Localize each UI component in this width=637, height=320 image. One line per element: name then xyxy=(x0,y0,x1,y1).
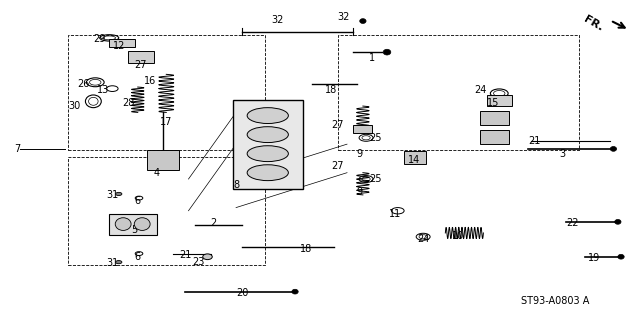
Text: 18: 18 xyxy=(325,85,338,95)
Text: 25: 25 xyxy=(369,174,382,184)
Text: 1: 1 xyxy=(369,53,375,63)
Ellipse shape xyxy=(292,289,298,294)
Text: 12: 12 xyxy=(113,41,125,51)
Text: 10: 10 xyxy=(452,231,464,241)
Ellipse shape xyxy=(247,127,289,142)
Text: 28: 28 xyxy=(122,98,134,108)
Text: 7: 7 xyxy=(14,144,20,154)
Ellipse shape xyxy=(247,165,289,180)
Bar xyxy=(487,95,512,106)
Text: 19: 19 xyxy=(588,253,601,263)
Text: 9: 9 xyxy=(357,149,363,159)
Bar xyxy=(480,111,509,125)
Bar xyxy=(404,151,426,164)
Text: 18: 18 xyxy=(299,244,312,254)
Ellipse shape xyxy=(615,220,621,224)
Text: 15: 15 xyxy=(487,98,499,108)
Text: 11: 11 xyxy=(389,209,401,219)
Ellipse shape xyxy=(360,19,366,23)
Bar xyxy=(128,51,154,63)
Text: 21: 21 xyxy=(179,250,192,260)
Bar xyxy=(480,130,509,144)
Ellipse shape xyxy=(115,192,122,196)
Text: 25: 25 xyxy=(369,133,382,143)
Text: 5: 5 xyxy=(131,225,138,235)
Ellipse shape xyxy=(115,218,131,230)
Text: 32: 32 xyxy=(338,12,350,22)
Text: ST93-A0803 A: ST93-A0803 A xyxy=(522,296,590,306)
Text: 21: 21 xyxy=(528,136,540,146)
Text: 4: 4 xyxy=(154,168,160,178)
Text: 27: 27 xyxy=(331,120,344,130)
Text: 23: 23 xyxy=(192,257,204,267)
Text: 29: 29 xyxy=(94,35,106,44)
Text: 22: 22 xyxy=(566,219,578,228)
Text: FR.: FR. xyxy=(582,14,605,33)
Ellipse shape xyxy=(383,49,391,55)
Text: 6: 6 xyxy=(134,196,141,206)
Ellipse shape xyxy=(203,254,212,260)
Text: 27: 27 xyxy=(134,60,147,70)
Text: 9: 9 xyxy=(357,187,363,197)
Ellipse shape xyxy=(247,146,289,162)
Text: 6: 6 xyxy=(134,252,141,262)
Bar xyxy=(109,39,134,47)
Ellipse shape xyxy=(610,147,617,151)
Text: 30: 30 xyxy=(68,101,80,111)
Text: 3: 3 xyxy=(560,149,566,159)
Text: 14: 14 xyxy=(408,155,420,165)
Text: 17: 17 xyxy=(160,117,173,127)
Bar xyxy=(233,100,303,188)
Ellipse shape xyxy=(247,108,289,124)
Ellipse shape xyxy=(618,254,624,259)
Text: 8: 8 xyxy=(233,180,239,190)
Bar xyxy=(354,125,373,133)
Ellipse shape xyxy=(134,218,150,230)
Bar xyxy=(338,35,578,150)
Text: 26: 26 xyxy=(78,79,90,89)
Bar xyxy=(109,214,157,235)
Text: 24: 24 xyxy=(474,85,487,95)
Text: 32: 32 xyxy=(271,15,283,25)
Text: 24: 24 xyxy=(417,234,429,244)
Bar xyxy=(68,35,264,150)
Text: 31: 31 xyxy=(106,190,118,200)
Text: 27: 27 xyxy=(331,161,344,171)
Text: 20: 20 xyxy=(236,288,248,298)
Text: 2: 2 xyxy=(211,219,217,228)
Bar xyxy=(147,150,179,170)
Ellipse shape xyxy=(115,260,122,264)
Text: 13: 13 xyxy=(97,85,109,95)
Text: 31: 31 xyxy=(106,258,118,268)
Bar xyxy=(68,157,264,265)
Text: 16: 16 xyxy=(145,76,157,86)
